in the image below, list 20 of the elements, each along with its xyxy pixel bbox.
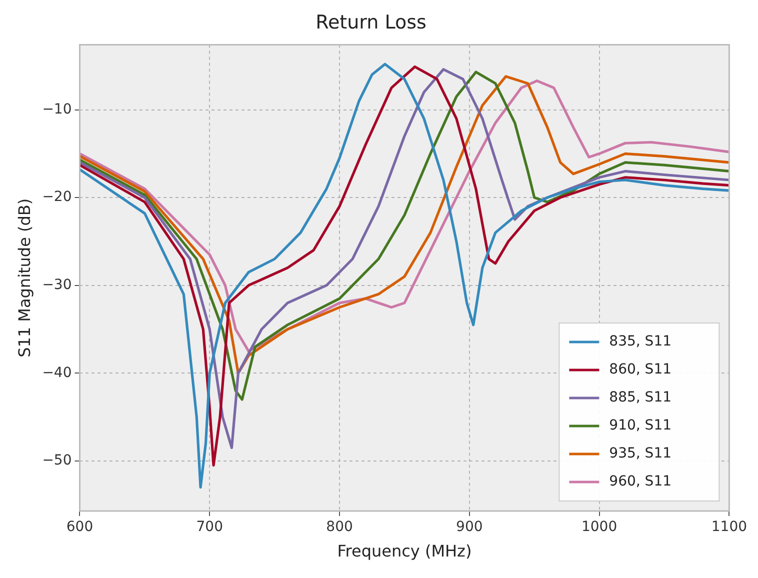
y-tick-label: −50 xyxy=(42,452,72,469)
legend-label: 910, S11 xyxy=(609,418,672,434)
x-tick-label: 1000 xyxy=(581,519,618,536)
y-tick-label: −40 xyxy=(42,364,72,381)
legend-label: 885, S11 xyxy=(609,390,672,406)
y-tick-label: −30 xyxy=(42,277,72,294)
y-axis-title: S11 Magnitude (dB) xyxy=(14,198,34,358)
legend-label: 860, S11 xyxy=(609,362,672,378)
legend-label: 935, S11 xyxy=(609,446,672,462)
x-tick-label: 600 xyxy=(66,519,94,536)
legend-label: 960, S11 xyxy=(609,474,672,490)
x-tick-label: 900 xyxy=(456,519,483,536)
x-tick-label: 800 xyxy=(326,519,353,536)
x-tick-label: 700 xyxy=(196,519,223,536)
legend-label: 835, S11 xyxy=(609,334,672,350)
y-tick-label: −20 xyxy=(42,189,72,206)
y-tick-label: −10 xyxy=(42,101,72,118)
x-tick-label: 1100 xyxy=(711,519,748,536)
x-axis-title: Frequency (MHz) xyxy=(337,542,472,561)
chart-title: Return Loss xyxy=(316,11,426,34)
